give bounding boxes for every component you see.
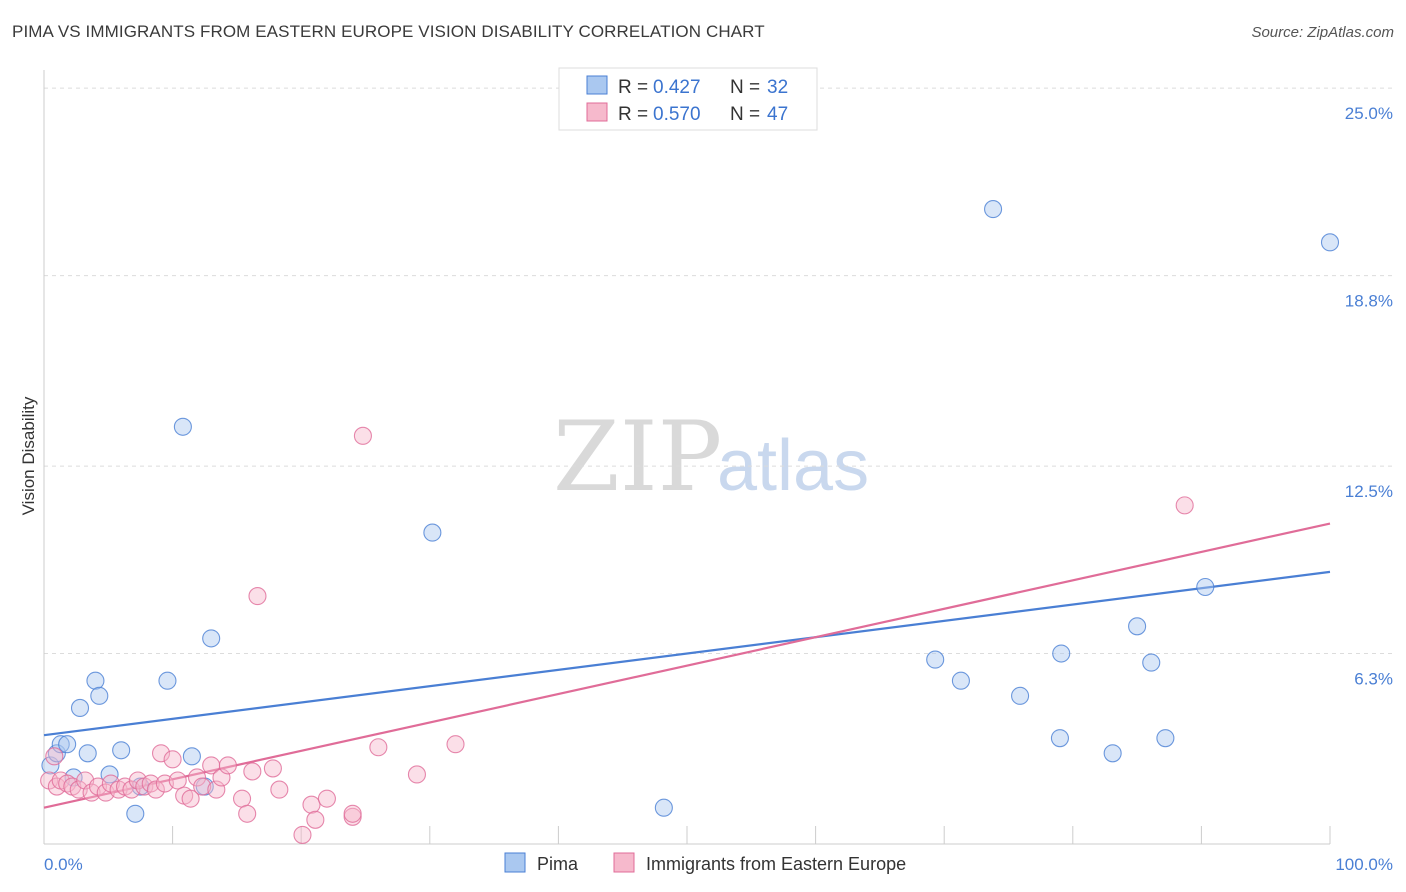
data-point-eeurope	[141, 774, 160, 793]
legend-r-label-pima: R =	[618, 77, 648, 98]
data-point-pima	[1050, 729, 1069, 748]
data-point-pima	[1142, 653, 1161, 672]
data-point-pima	[1320, 233, 1340, 252]
data-point-pima	[182, 747, 201, 766]
watermark-zip: ZIP	[553, 401, 722, 513]
bottom-legend-swatch-pima	[504, 852, 526, 873]
data-point-pima	[1156, 729, 1175, 748]
legend-n-value-eeurope: 47	[767, 104, 788, 125]
legend-r-label-eeurope: R =	[618, 104, 648, 125]
data-point-eeurope	[193, 777, 212, 796]
data-point-eeurope	[181, 789, 200, 808]
legend-swatch-pima	[586, 75, 608, 95]
data-point-pima	[984, 200, 1003, 219]
data-point-pima	[90, 686, 109, 705]
data-point-pima	[100, 765, 119, 784]
watermark: ZIP atlas	[553, 401, 869, 513]
y-tick-label: 18.8%	[1345, 292, 1393, 311]
data-point-eeurope	[248, 587, 267, 606]
data-point-pima	[78, 744, 97, 763]
axes	[43, 70, 1331, 845]
data-point-eeurope	[187, 768, 207, 787]
data-point-pima	[1196, 577, 1215, 597]
data-point-pima	[1052, 644, 1071, 663]
legend-r-value-eeurope: 0.570	[653, 104, 701, 125]
bottom-legend: Pima Immigrants from Eastern Europe	[504, 852, 906, 874]
data-point-pima	[423, 523, 442, 542]
legend-n-value-pima: 32	[767, 77, 788, 98]
legend-r-value-pima: 0.427	[653, 77, 701, 98]
chart-title: PIMA VS IMMIGRANTS FROM EASTERN EUROPE V…	[12, 22, 765, 41]
data-point-pima	[158, 671, 177, 690]
data-point-eeurope	[238, 804, 257, 823]
grid	[44, 87, 1395, 655]
data-point-pima	[47, 744, 66, 763]
data-point-pima	[58, 735, 77, 754]
data-point-pima	[654, 798, 673, 817]
data-point-pima	[1128, 617, 1147, 636]
data-point-pima	[173, 417, 192, 436]
data-point-eeurope	[207, 780, 226, 799]
legend-n-label-eeurope: N =	[730, 104, 760, 125]
y-axis-label: Vision Disability	[19, 396, 38, 515]
data-point-eeurope	[343, 804, 362, 823]
data-point-pima	[126, 804, 145, 823]
y-tick-label: 6.3%	[1354, 670, 1393, 689]
chart-source: Source: ZipAtlas.com	[1251, 24, 1394, 41]
data-point-eeurope	[270, 780, 289, 799]
legend-swatch-eeurope	[586, 102, 608, 122]
bottom-legend-label-eeurope: Immigrants from Eastern Europe	[646, 854, 906, 874]
bottom-legend-swatch-eeurope	[613, 852, 635, 873]
data-point-eeurope	[369, 738, 388, 757]
data-point-eeurope	[407, 765, 426, 784]
x-tick-label: 0.0%	[44, 855, 83, 874]
data-point-eeurope	[293, 825, 312, 844]
legend: R = 0.427 N = 32 R = 0.570 N = 47	[558, 67, 818, 131]
data-point-eeurope	[446, 735, 465, 754]
trend-line-eeurope	[43, 522, 1331, 809]
data-point-eeurope	[232, 789, 252, 808]
data-point-eeurope	[168, 771, 187, 790]
bottom-legend-label-pima: Pima	[537, 854, 579, 874]
data-point-eeurope	[306, 810, 325, 829]
data-point-pima	[1103, 744, 1122, 763]
data-point-pima	[1011, 686, 1030, 705]
data-point-eeurope	[263, 759, 282, 778]
data-point-eeurope	[58, 774, 77, 793]
data-point-eeurope	[45, 747, 64, 766]
data-point-eeurope	[317, 789, 336, 808]
data-point-eeurope	[353, 426, 372, 445]
data-point-eeurope	[1175, 496, 1194, 515]
data-point-eeurope	[151, 744, 171, 763]
data-point-pima	[951, 671, 970, 690]
trend-lines	[43, 522, 1331, 809]
data-point-eeurope	[146, 780, 165, 799]
data-point-eeurope	[243, 762, 262, 781]
data-point-pima	[202, 629, 221, 648]
data-points	[40, 200, 1340, 844]
y-tick-label: 12.5%	[1345, 482, 1393, 501]
data-point-pima	[112, 741, 131, 760]
data-point-pima	[86, 671, 105, 690]
data-point-eeurope	[218, 756, 237, 775]
data-point-eeurope	[302, 795, 321, 814]
y-tick-label: 25.0%	[1345, 104, 1393, 123]
data-point-pima	[926, 650, 945, 669]
x-tick-label: 100.0%	[1335, 855, 1393, 874]
data-point-pima	[70, 698, 90, 717]
legend-n-label-pima: N =	[730, 77, 760, 98]
trend-line-pima	[43, 570, 1331, 737]
data-point-eeurope	[163, 750, 182, 769]
tick-labels: 6.3% 12.5% 18.8% 25.0% 0.0% 100.0%	[44, 104, 1393, 874]
